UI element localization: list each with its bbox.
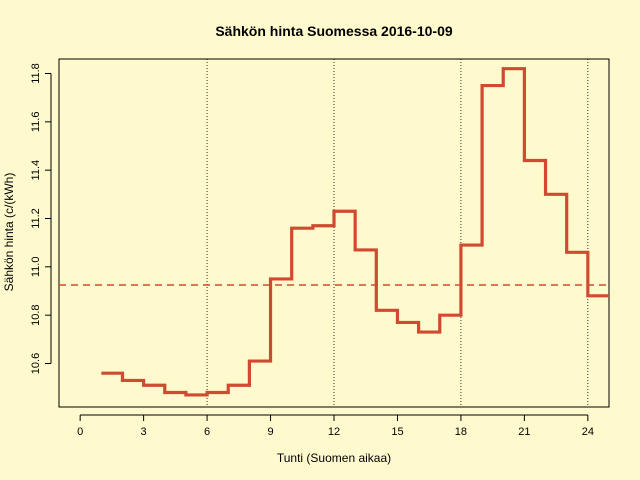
x-tick-label: 9 <box>267 426 273 438</box>
x-tick-label: 12 <box>328 426 340 438</box>
price-step-line <box>101 67 609 397</box>
x-axis: 0 3 6 9 12 15 18 21 24 <box>77 414 594 438</box>
y-axis-label: Sähkön hinta (c/(kWh) <box>2 173 16 292</box>
x-axis-label: Tunti (Suomen aikaa) <box>277 451 391 465</box>
y-tick-label: 11.2 <box>30 208 42 229</box>
x-tick-label: 6 <box>204 426 210 438</box>
y-tick-label: 11.4 <box>30 160 42 181</box>
y-axis: 10.6 10.8 11.0 11.2 11.4 11.6 11.8 <box>30 63 52 374</box>
price-series <box>101 67 609 397</box>
x-tick-label: 18 <box>455 426 467 438</box>
y-tick-label: 11.8 <box>30 63 42 84</box>
chart-title: Sähkön hinta Suomessa 2016-10-09 <box>215 23 453 39</box>
x-tick-label: 24 <box>582 426 594 438</box>
y-tick-label: 11.0 <box>30 257 42 278</box>
x-tick-label: 21 <box>518 426 530 438</box>
y-tick-label: 10.6 <box>30 353 42 374</box>
x-tick-label: 15 <box>391 426 403 438</box>
x-tick-label: 3 <box>141 426 147 438</box>
y-tick-label: 10.8 <box>30 304 42 325</box>
y-tick-label: 11.6 <box>30 112 42 133</box>
hour-divider-lines <box>206 59 589 407</box>
x-tick-label: 0 <box>77 426 83 438</box>
